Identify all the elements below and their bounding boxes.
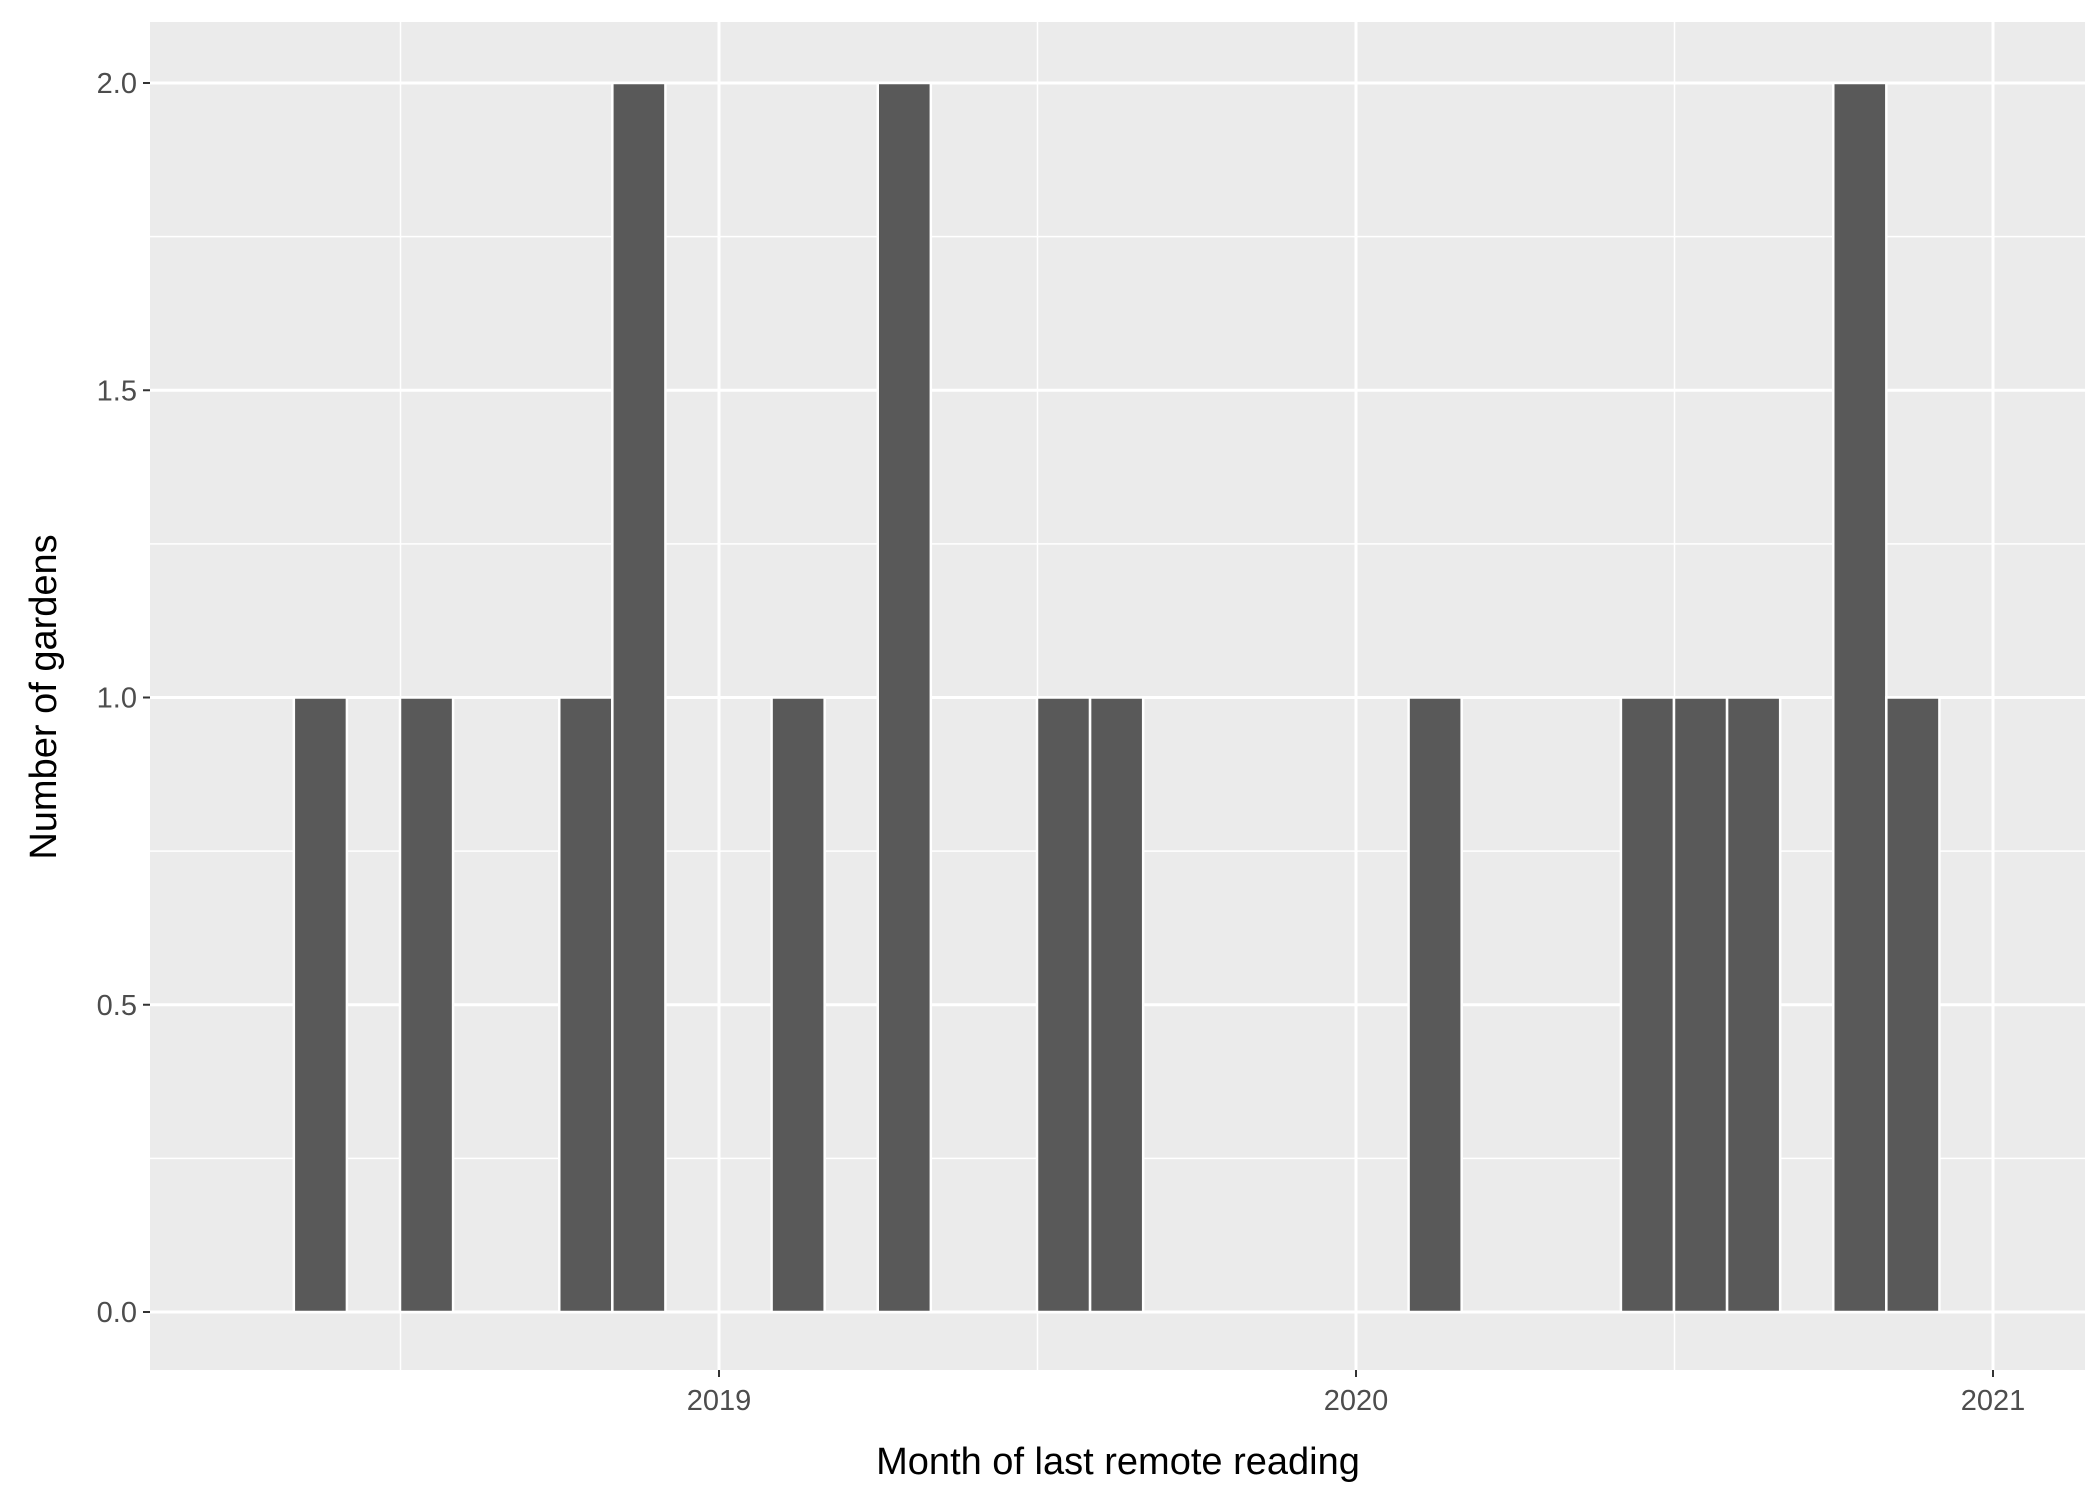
x-axis: 2019 2020 2021 xyxy=(687,1370,2026,1417)
x-tick-label: 2021 xyxy=(1961,1385,2026,1417)
bar xyxy=(1885,696,1941,1314)
bar xyxy=(770,696,826,1314)
x-tick-label: 2020 xyxy=(1324,1385,1389,1417)
y-tick-label: 0.0 xyxy=(97,1297,137,1329)
bar xyxy=(876,81,933,1314)
x-tick-label: 2019 xyxy=(687,1385,752,1417)
y-tick-label: 0.5 xyxy=(97,990,137,1022)
bar xyxy=(292,696,349,1314)
bar xyxy=(1725,696,1782,1314)
x-axis-title: Month of last remote reading xyxy=(876,1441,1360,1483)
bar xyxy=(1035,696,1092,1314)
bars xyxy=(292,81,1941,1314)
y-tick-label: 1.0 xyxy=(97,683,137,715)
bar xyxy=(611,81,667,1314)
bar xyxy=(1619,696,1676,1314)
bar xyxy=(558,696,614,1314)
y-axis-title: Number of gardens xyxy=(23,534,65,859)
bar xyxy=(1088,696,1145,1314)
bar xyxy=(1672,696,1729,1314)
bar xyxy=(398,696,455,1314)
bar xyxy=(1407,696,1463,1314)
y-tick-label: 1.5 xyxy=(97,375,137,407)
bar xyxy=(1832,81,1888,1314)
y-axis: 0.0 0.5 1.0 1.5 2.0 xyxy=(97,68,150,1329)
y-tick-label: 2.0 xyxy=(97,68,137,100)
